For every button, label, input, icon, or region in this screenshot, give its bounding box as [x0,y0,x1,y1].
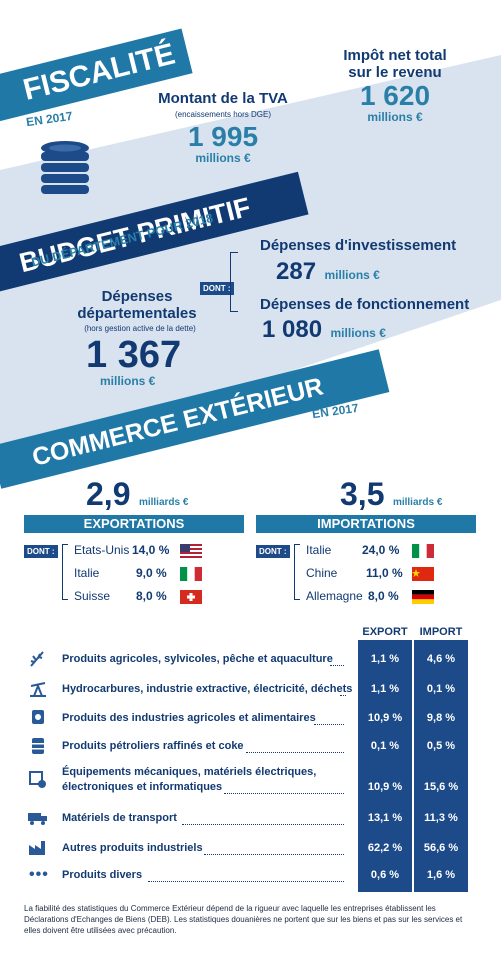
export-col-header: EXPORT [362,626,408,638]
import-country-3: Allemagne [306,589,363,603]
table-row-leader [314,724,344,725]
import-bracket [294,544,300,600]
table-row-leader [340,695,346,696]
italy-flag-icon [412,544,434,558]
import-pct-1: 24,0 % [362,543,400,557]
table-row-label: Produits divers [62,869,143,881]
china-flag-icon [412,567,434,581]
export-pct-3: 8,0 % [136,589,167,603]
tva-label: Montant de la TVA [158,90,288,107]
tva-unit: millions € [195,151,251,165]
dont-bracket [230,252,238,312]
dep-value: 1 367 [86,334,182,376]
invest-label: Dépenses d'investissement [260,237,457,254]
table-import-cell: 9,8 % [426,712,456,724]
table-import-cell: 11,3 % [424,812,458,824]
table-row-leader [330,665,344,666]
table-row-label: Autres produits industriels [62,842,203,854]
table-export-cell: 0,6 % [370,869,400,881]
export-country-3: Suisse [74,589,111,603]
oil-pump-icon [30,682,46,697]
dep-label: Dépenses départementales [77,288,197,322]
table-import-cell: 0,1 % [426,683,456,695]
table-row-label: Matériels de transport [62,812,177,824]
table-row-label: Produits des industries agricoles et ali… [62,712,316,724]
switzerland-flag-icon [180,590,202,604]
table-row-leader [246,752,344,753]
table-row-leader [148,881,344,882]
table-export-cell: 13,1 % [367,812,403,824]
import-column [414,640,468,892]
italy-flag-icon [180,567,202,581]
table-export-cell: 1,1 % [370,683,400,695]
export-dont-tag: DONT : [24,545,58,558]
table-row-label: Produits pétroliers raffinés et coke [62,740,244,752]
import-pct-2: 11,0 % [366,566,403,580]
import-pct-3: 8,0 % [368,589,399,603]
export-bracket [62,544,68,600]
table-row-label: Équipements mécaniques, matériels électr… [62,766,317,778]
dep-unit: millions € [100,374,156,388]
export-total: 2,9 milliards € [86,476,189,512]
truck-icon [28,813,47,825]
import-col-header: IMPORT [419,626,463,638]
export-pct-1: 14,0 % [132,543,170,557]
table-export-cell: 10,9 % [367,712,403,724]
export-pct-2: 9,0 % [136,566,167,580]
barrel-icon [32,738,44,754]
import-country-2: Chine [306,566,338,580]
table-import-cell: 15,6 % [423,781,459,793]
export-country-2: Italie [74,566,100,580]
table-row-label-cont: électroniques et informatiques [62,781,223,793]
impot-value: 1 620 [359,80,431,111]
import-dont-tag: DONT : [256,545,290,558]
table-export-cell: 10,9 % [367,781,403,793]
germany-flag-icon [412,590,434,604]
equipment-icon [29,771,46,788]
export-column [358,640,412,892]
footnote: La fiabilité des statistiques du Commerc… [24,904,463,935]
wheat-icon [30,651,44,667]
table-import-cell: 0,5 % [426,740,456,752]
table-import-cell: 1,6 % [426,869,456,881]
table-import-cell: 56,6 % [423,842,459,854]
invest-amount: 287 millions € [276,258,380,285]
import-country-1: Italie [306,543,332,557]
impot-label: Impôt net total sur le revenu [343,47,447,81]
exportations-header: EXPORTATIONS [24,515,244,533]
table-row-label: Hydrocarbures, industrie extractive, éle… [62,683,353,695]
table-export-cell: 1,1 % [370,653,400,665]
tva-value: 1 995 [187,121,259,152]
table-import-cell: 4,6 % [426,653,456,665]
food-can-icon [32,710,44,724]
importations-header: IMPORTATIONS [256,515,476,533]
export-country-1: Etats-Unis [74,543,130,557]
table-export-cell: 62,2 % [367,842,403,854]
fonct-amount: 1 080 millions € [262,316,386,343]
table-export-cell: 0,1 % [370,740,400,752]
dots-icon: ••• [29,866,49,883]
table-row-leader [182,824,344,825]
import-total: 3,5 milliards € [340,476,443,512]
dep-note: (hors gestion active de la dette) [84,324,196,333]
tva-note: (encaissements hors DGE) [174,110,272,119]
table-row-leader [204,854,344,855]
table-row-label: Produits agricoles, sylvicoles, pêche et… [62,653,333,665]
impot-unit: millions € [367,110,423,124]
us-flag-icon [180,544,202,558]
coins-icon [41,141,89,194]
budget-dont-tag: DONT : [200,282,234,295]
table-row-leader [224,793,344,794]
factory-icon [29,841,45,855]
fonct-label: Dépenses de fonctionnement [260,296,470,313]
